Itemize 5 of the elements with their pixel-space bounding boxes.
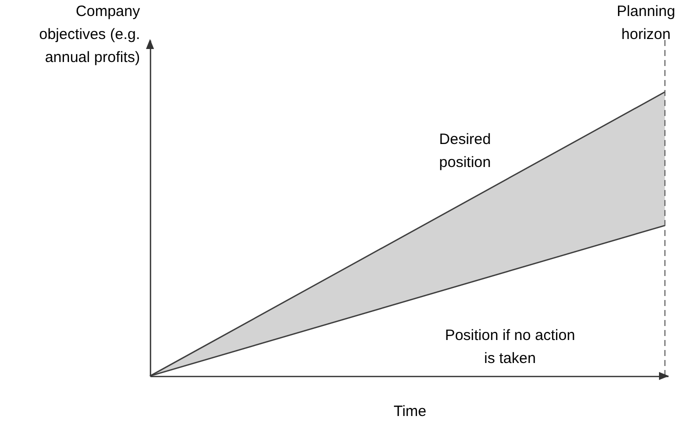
y-axis-title: Company objectives (e.g. annual profits) xyxy=(38,2,140,68)
x-axis-title: Time xyxy=(392,402,428,422)
annotation: Desired position xyxy=(438,130,492,173)
text: Planning horizon xyxy=(616,3,676,43)
annotation: Position if no action is taken xyxy=(444,326,576,369)
